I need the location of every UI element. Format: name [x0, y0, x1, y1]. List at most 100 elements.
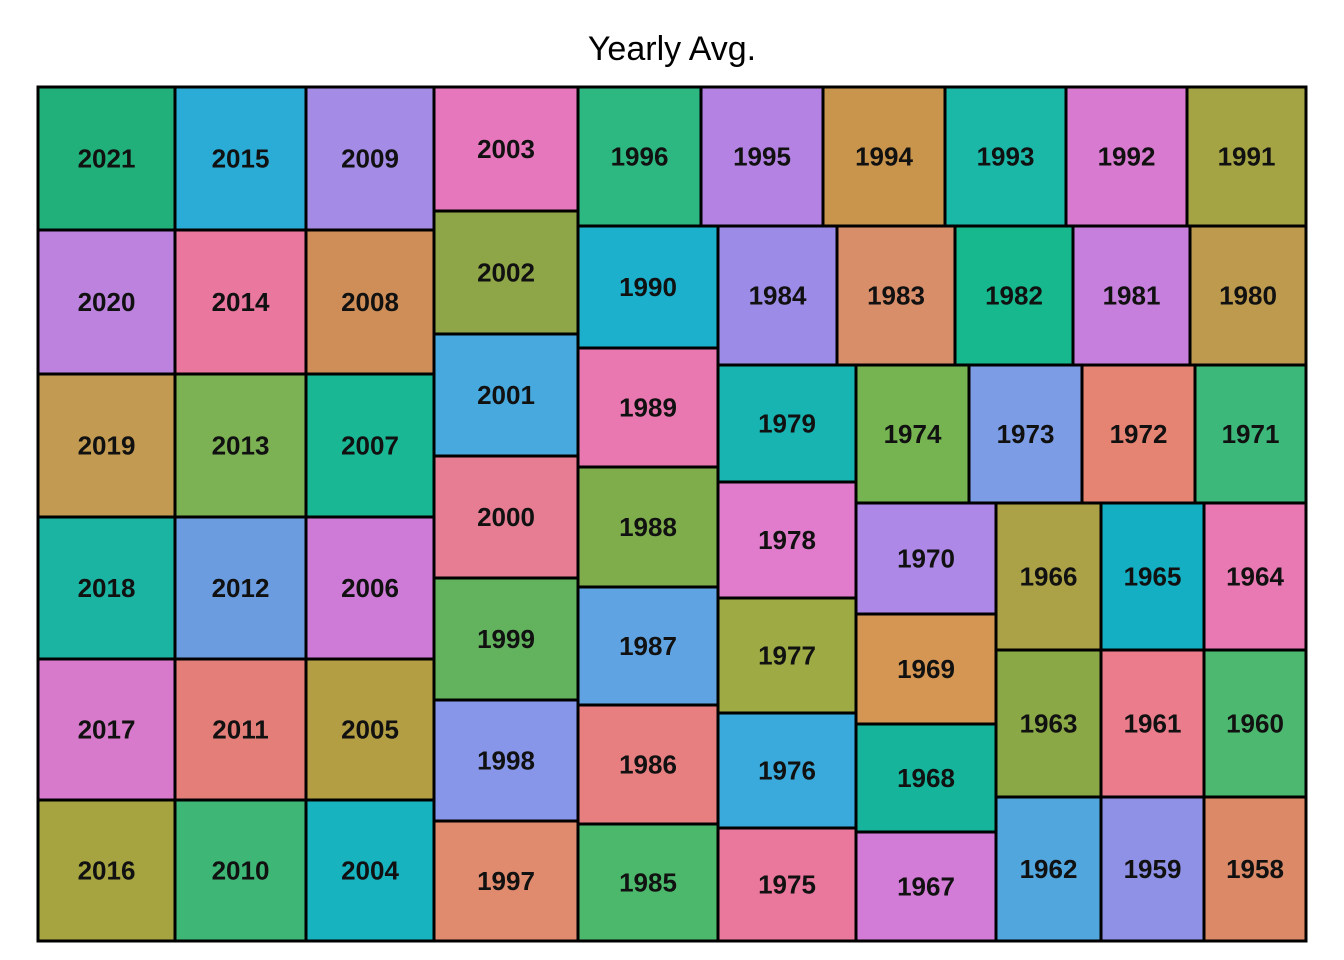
tile-rect: [854, 612, 998, 726]
tile-rect: [304, 657, 436, 802]
tile-label: 1984: [749, 281, 807, 311]
treemap-tile-1975: 1975: [716, 826, 858, 943]
tile-rect: [36, 515, 177, 661]
treemap-tile-1983: 1983: [835, 224, 957, 367]
treemap-border: [36, 85, 1308, 943]
tile-rect: [432, 332, 580, 458]
tile-label: 2013: [212, 431, 270, 461]
tile-rect: [576, 822, 720, 943]
tile-rect: [1193, 363, 1308, 505]
treemap-tile-1996: 1996: [576, 85, 703, 228]
tile-label: 1972: [1110, 419, 1168, 449]
tile-label: 2020: [78, 287, 136, 317]
tile-label: 2018: [78, 573, 136, 603]
treemap-tile-2008: 2008: [304, 228, 436, 376]
tile-label: 1999: [477, 624, 535, 654]
treemap-tile-1989: 1989: [576, 346, 720, 469]
tile-label: 1982: [985, 281, 1043, 311]
treemap-tile-1972: 1972: [1080, 363, 1197, 505]
tile-label: 1988: [619, 512, 677, 542]
tile-label: 1963: [1020, 709, 1078, 739]
tile-label: 1994: [855, 142, 913, 172]
treemap-tile-1986: 1986: [576, 703, 720, 826]
tile-rect: [953, 224, 1075, 367]
treemap-tile-1959: 1959: [1099, 795, 1206, 943]
treemap-tile-1970: 1970: [854, 501, 998, 616]
tile-rect: [432, 698, 580, 823]
treemap-tile-1982: 1982: [953, 224, 1075, 367]
treemap-tile-1985: 1985: [576, 822, 720, 943]
treemap-tile-1980: 1980: [1188, 224, 1308, 367]
treemap-tile-1965: 1965: [1099, 501, 1206, 652]
treemap-tile-1968: 1968: [854, 722, 998, 834]
tile-rect: [1202, 795, 1308, 943]
treemap-tile-2019: 2019: [36, 372, 177, 519]
tile-rect: [173, 798, 308, 943]
treemap-tile-2005: 2005: [304, 657, 436, 802]
tile-label: 1986: [619, 750, 677, 780]
treemap-tile-1976: 1976: [716, 711, 858, 830]
tile-label: 1961: [1124, 709, 1182, 739]
tile-rect: [716, 363, 858, 484]
tile-rect: [36, 798, 177, 943]
tile-rect: [943, 85, 1068, 228]
tile-label: 1998: [477, 746, 535, 776]
tile-label: 2017: [78, 715, 136, 745]
tile-label: 1978: [758, 525, 816, 555]
treemap-tile-1987: 1987: [576, 585, 720, 707]
tile-label: 1977: [758, 641, 816, 671]
tile-rect: [835, 224, 957, 367]
tile-rect: [1064, 85, 1189, 228]
tile-label: 2019: [78, 431, 136, 461]
treemap-tile-2013: 2013: [173, 372, 308, 519]
tile-label: 1989: [619, 393, 677, 423]
tile-label: 1991: [1218, 142, 1276, 172]
tile-rect: [1099, 648, 1206, 799]
treemap-tile-1994: 1994: [821, 85, 947, 228]
treemap-tile-1990: 1990: [576, 224, 720, 350]
treemap-tile-1999: 1999: [432, 576, 580, 702]
tile-rect: [576, 346, 720, 469]
tile-label: 1969: [897, 654, 955, 684]
tile-rect: [173, 228, 308, 376]
treemap-tile-2007: 2007: [304, 372, 436, 519]
tile-label: 2007: [341, 431, 399, 461]
tile-rect: [1099, 795, 1206, 943]
tile-rect: [1071, 224, 1192, 367]
tile-label: 2021: [78, 144, 136, 174]
tile-rect: [304, 372, 436, 519]
tile-label: 2004: [341, 856, 399, 886]
tile-label: 2003: [477, 134, 535, 164]
tile-label: 1981: [1103, 281, 1161, 311]
tile-label: 1960: [1226, 709, 1284, 739]
treemap-tile-1988: 1988: [576, 465, 720, 589]
treemap-tile-1981: 1981: [1071, 224, 1192, 367]
treemap-tile-1992: 1992: [1064, 85, 1189, 228]
treemap-tile-1991: 1991: [1185, 85, 1308, 228]
tile-rect: [994, 648, 1103, 799]
tile-label: 1992: [1098, 142, 1156, 172]
treemap-tile-1963: 1963: [994, 648, 1103, 799]
tile-label: 1987: [619, 631, 677, 661]
treemap-tile-1978: 1978: [716, 480, 858, 600]
tile-label: 2015: [212, 144, 270, 174]
treemap-tile-1997: 1997: [432, 819, 580, 943]
tile-label: 1962: [1020, 854, 1078, 884]
tile-label: 2008: [341, 287, 399, 317]
tile-rect: [1202, 648, 1308, 799]
treemap-tile-1993: 1993: [943, 85, 1068, 228]
tile-label: 2001: [477, 380, 535, 410]
tile-rect: [994, 501, 1103, 652]
treemap-tile-1973: 1973: [967, 363, 1084, 505]
treemap-tile-2009: 2009: [304, 85, 436, 232]
treemap-tile-2006: 2006: [304, 515, 436, 661]
tile-label: 1974: [884, 419, 942, 449]
tile-label: 1985: [619, 868, 677, 898]
tile-label: 2005: [341, 715, 399, 745]
tile-label: 2016: [78, 856, 136, 886]
tile-label: 2014: [212, 287, 270, 317]
tile-label: 1990: [619, 272, 677, 302]
tile-label: 1970: [897, 544, 955, 574]
treemap-tile-1974: 1974: [854, 363, 971, 505]
tile-label: 1976: [758, 756, 816, 786]
